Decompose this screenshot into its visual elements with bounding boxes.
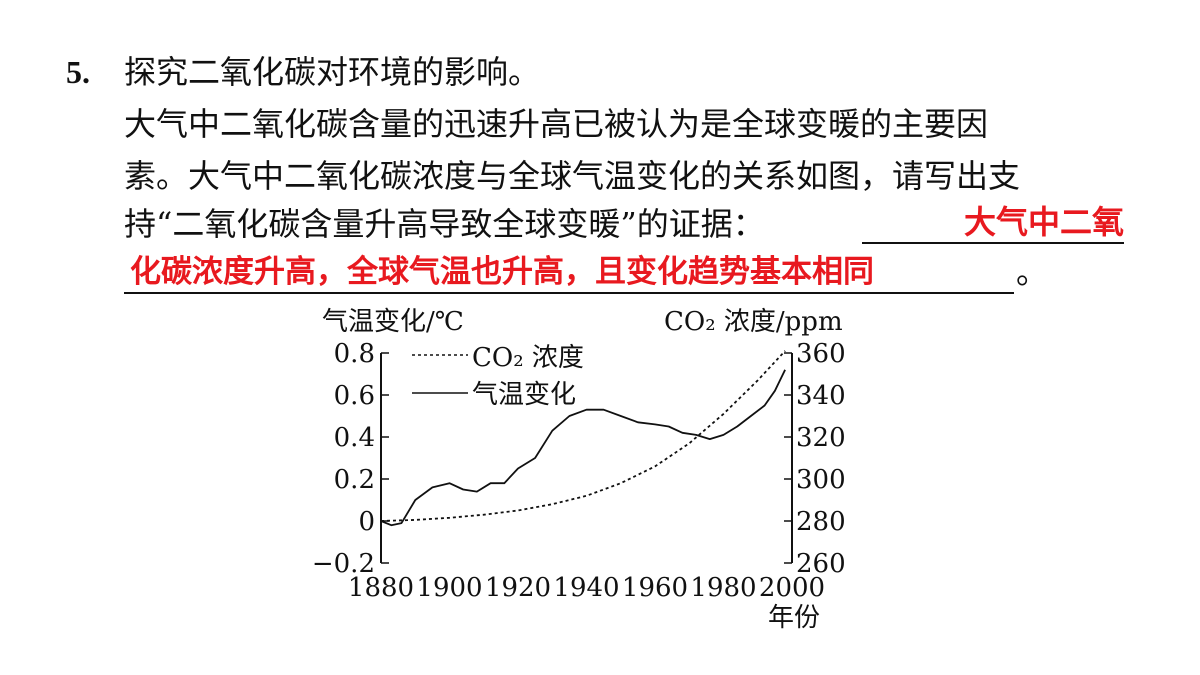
right-axis-title: CO₂ 浓度/ppm [664, 307, 843, 337]
question-title: 探究二氧化碳对环境的影响。 [124, 53, 541, 91]
x-tick-label: 1960 [622, 573, 688, 603]
chart-axes [380, 353, 793, 563]
x-tick-label: 1920 [485, 573, 551, 603]
left-axis-title: 气温变化/℃ [322, 307, 464, 337]
x-tick-label: 1980 [690, 573, 756, 603]
question-body-line-1: 大气中二氧化碳含量的迅速升高已被认为是全球变暖的主要因 [124, 105, 989, 143]
answer-blank-1: 大气中二氧 [862, 202, 1124, 244]
right-tick-label: 340 [796, 381, 846, 411]
left-tick-label: 0.6 [334, 381, 375, 411]
left-tick-label: 0.2 [334, 465, 375, 495]
left-tick-label: −0.2 [312, 549, 375, 579]
question-number: 5. [66, 54, 90, 90]
co2-concentration-line [380, 350, 786, 522]
x-tick-label: 1940 [553, 573, 619, 603]
answer-text-part-1: 大气中二氧 [963, 203, 1124, 241]
answer-text-part-2: 化碳浓度升高，全球气温也升高，且变化趋势基本相同 [130, 254, 874, 290]
left-tick-label: 0.8 [334, 339, 375, 369]
question-body-line-2: 素。大气中二氧化碳浓度与全球气温变化的关系如图，请写出支 [124, 157, 1021, 195]
legend-temp-label: 气温变化 [472, 380, 576, 410]
chart-legend: CO₂ 浓度 气温变化 [412, 343, 584, 410]
x-tick-label: 1880 [348, 573, 414, 603]
right-tick-label: 320 [796, 423, 846, 453]
x-tick-label: 2000 [759, 573, 825, 603]
answer-blank-2: 化碳浓度升高，全球气温也升高，且变化趋势基本相同 [124, 252, 1014, 294]
question-body-line-3: 持“二氧化碳含量升高导致全球变暖”的证据： [124, 205, 765, 243]
x-tick-label: 1900 [416, 573, 482, 603]
right-tick-label: 280 [796, 507, 846, 537]
x-axis-title: 年份 [768, 603, 820, 633]
left-tick-label: 0 [358, 507, 375, 537]
chart-series [380, 350, 786, 527]
temperature-change-line [380, 369, 786, 527]
right-tick-label: 260 [796, 549, 846, 579]
right-tick-label: 360 [796, 339, 846, 369]
end-mark: 。 [1016, 253, 1049, 291]
right-tick-label: 300 [796, 465, 846, 495]
left-tick-label: 0.4 [334, 423, 375, 453]
co2-temperature-chart: 0.8 360 0.6 340 0.4 320 0.2 300 0 280 −0.2 260 1880 1… [300, 300, 860, 640]
legend-co2-label: CO₂ 浓度 [472, 343, 584, 373]
